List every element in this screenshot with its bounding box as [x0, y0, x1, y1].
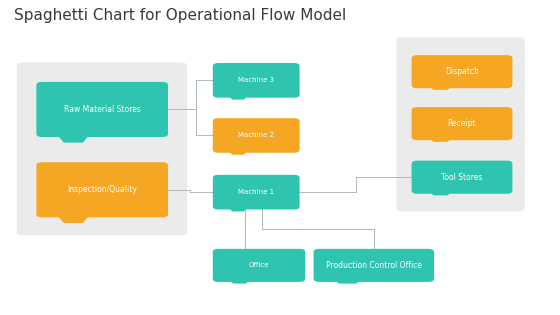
Text: Machine 2: Machine 2 [238, 132, 274, 139]
FancyBboxPatch shape [213, 249, 305, 282]
Polygon shape [57, 214, 90, 223]
Text: Machine 3: Machine 3 [238, 77, 274, 83]
FancyBboxPatch shape [213, 175, 300, 209]
Text: Inspection/Quality: Inspection/Quality [67, 185, 137, 194]
Polygon shape [428, 85, 453, 90]
Polygon shape [428, 137, 453, 142]
Polygon shape [332, 279, 363, 284]
FancyBboxPatch shape [36, 82, 168, 137]
FancyBboxPatch shape [412, 55, 512, 88]
Polygon shape [227, 94, 249, 100]
Text: Tool Stores: Tool Stores [441, 173, 483, 182]
FancyBboxPatch shape [213, 63, 300, 98]
Polygon shape [227, 206, 249, 211]
FancyBboxPatch shape [412, 161, 512, 194]
Polygon shape [228, 279, 251, 284]
Text: Office: Office [249, 262, 269, 268]
FancyBboxPatch shape [314, 249, 434, 282]
Text: Raw Material Stores: Raw Material Stores [64, 105, 141, 114]
Text: Dispatch: Dispatch [445, 67, 479, 76]
FancyBboxPatch shape [36, 162, 168, 217]
Text: Spaghetti Chart for Operational Flow Model: Spaghetti Chart for Operational Flow Mod… [14, 8, 346, 23]
Text: Receipt: Receipt [447, 119, 477, 128]
FancyBboxPatch shape [213, 118, 300, 153]
Text: Production Control Office: Production Control Office [326, 261, 422, 270]
FancyBboxPatch shape [412, 107, 512, 140]
FancyBboxPatch shape [17, 62, 187, 235]
Polygon shape [227, 150, 249, 155]
Polygon shape [428, 191, 453, 195]
Polygon shape [57, 134, 90, 143]
FancyBboxPatch shape [396, 37, 525, 212]
Text: Machine 1: Machine 1 [238, 189, 274, 195]
